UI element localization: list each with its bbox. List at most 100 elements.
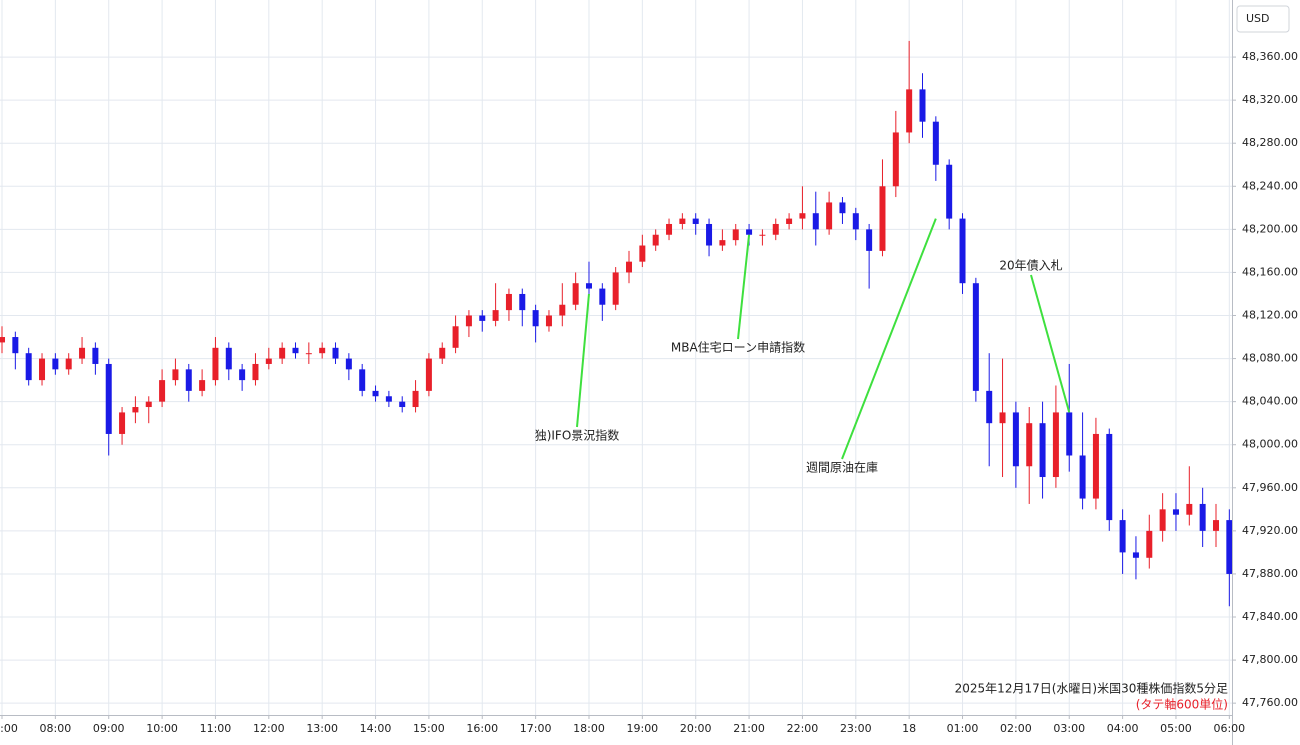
candle-body: [1066, 412, 1073, 456]
annotation-line: [841, 218, 937, 460]
x-tick-label: 04:00: [1107, 722, 1139, 735]
y-tick-label: 48,160.00: [1242, 265, 1298, 278]
candle-body: [52, 358, 59, 370]
x-tick-label: 20:00: [680, 722, 712, 735]
x-tick-label: 02:00: [1000, 722, 1032, 735]
candle-body: [972, 283, 979, 391]
x-tick-label: 01:00: [947, 722, 979, 735]
y-tick-label: 48,080.00: [1242, 352, 1298, 365]
x-tick-label: 17:00: [520, 722, 552, 735]
candle-body: [25, 353, 32, 381]
candle-body: [199, 380, 206, 391]
y-tick-label: 47,800.00: [1242, 653, 1298, 666]
y-tick-label: 48,120.00: [1242, 309, 1298, 322]
candle-body: [852, 213, 859, 230]
candle-body: [986, 390, 993, 424]
candle-body: [465, 315, 472, 327]
candle-body: [746, 229, 753, 235]
candle-body: [719, 240, 726, 246]
candle-body: [545, 315, 552, 327]
candle-body: [1119, 520, 1126, 553]
candle-body: [612, 272, 619, 305]
x-tick-label: 11:00: [200, 722, 232, 735]
candle-body: [1172, 509, 1179, 515]
y-tick-label: 48,000.00: [1242, 438, 1298, 451]
candle-body: [839, 202, 846, 214]
candle-body: [599, 288, 606, 305]
candle-body: [866, 229, 873, 251]
candle-body: [706, 223, 713, 246]
candles: [0, 40, 1232, 607]
x-tick-label: 10:00: [146, 722, 178, 735]
candle-body: [1026, 423, 1033, 467]
candle-body: [39, 358, 46, 381]
candle-body: [585, 283, 592, 289]
candle-body: [252, 363, 259, 381]
annotation-text: 独)IFO景況指数: [535, 428, 620, 443]
candle-body: [412, 390, 419, 408]
x-tick-label: 23:00: [840, 722, 872, 735]
x-tick-label: 13:00: [306, 722, 338, 735]
candle-body: [1186, 503, 1193, 515]
candle-body: [626, 261, 633, 273]
candle-body: [1199, 503, 1206, 531]
candle-body: [1146, 530, 1153, 558]
candle-body: [505, 293, 512, 311]
candle-body: [105, 363, 112, 434]
candle-body: [439, 347, 446, 359]
y-tick-label: 47,840.00: [1242, 610, 1298, 623]
x-tick-label: 18: [902, 722, 916, 735]
caption: 2025年12月17日(水曜日)米国30種株価指数5分足: [955, 681, 1228, 696]
annotation-line: [737, 234, 751, 340]
y-tick-label: 47,880.00: [1242, 567, 1298, 580]
annotation-text: 週間原油在庫: [806, 461, 878, 475]
candle-body: [332, 347, 339, 359]
candle-body: [79, 347, 86, 359]
y-tick-label: 48,360.00: [1242, 50, 1298, 63]
candle-body: [452, 326, 459, 348]
candle-body: [225, 347, 232, 370]
candle-body: [0, 337, 6, 343]
candle-body: [172, 369, 179, 381]
x-tick-label: 07:00: [0, 722, 18, 735]
candle-body: [919, 89, 926, 122]
candle-body: [786, 218, 793, 224]
candle-body: [812, 213, 819, 230]
candle-body: [345, 358, 352, 370]
candle-body: [425, 358, 432, 391]
candle-body: [359, 369, 366, 391]
candle-body: [292, 347, 299, 354]
candle-body: [1106, 433, 1113, 521]
candle-body: [372, 390, 379, 397]
candle-body: [1226, 520, 1232, 574]
candle-body: [492, 310, 499, 321]
x-axis: 07:00 08:00 09:00 10:00 11:00 12:00 13:00 14:00…: [0, 715, 1245, 735]
currency-box: [1236, 5, 1290, 33]
x-tick-label: 12:00: [253, 722, 285, 735]
candle-body: [399, 401, 406, 408]
candle-body: [159, 380, 166, 402]
candle-body: [65, 358, 72, 370]
x-tick-label: 08:00: [40, 722, 72, 735]
x-tick-label: 15:00: [413, 722, 445, 735]
annotation-line: [1030, 274, 1071, 413]
y-tick-label: 47,960.00: [1242, 481, 1298, 494]
candle-body: [92, 347, 99, 364]
candle-body: [639, 245, 646, 262]
candle-body: [732, 229, 739, 241]
candle-body: [559, 304, 566, 316]
annotation-line: [576, 293, 590, 428]
candle-body: [932, 121, 939, 165]
x-tick-label: 03:00: [1053, 722, 1085, 735]
candle-body: [879, 186, 886, 251]
x-tick-label: 16:00: [466, 722, 498, 735]
candle-body: [532, 310, 539, 327]
candle-body: [892, 132, 899, 187]
candle-body: [652, 234, 659, 246]
candle-body: [1012, 412, 1019, 467]
currency: USD: [1246, 12, 1270, 25]
x-tick-label: 09:00: [93, 722, 125, 735]
candle-body: [479, 315, 486, 321]
